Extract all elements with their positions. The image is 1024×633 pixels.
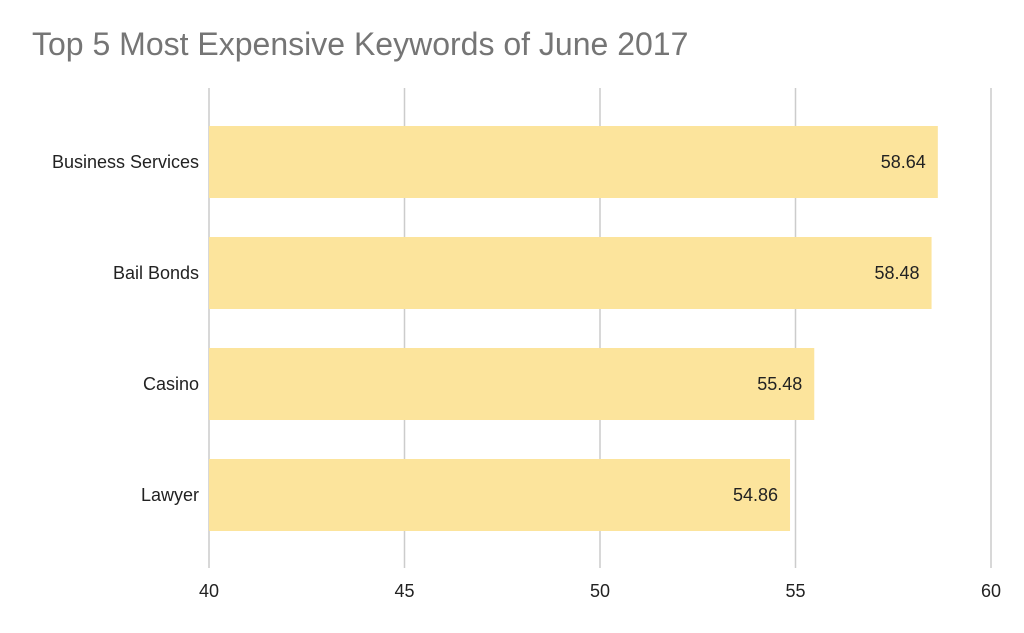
data-label: 58.64 xyxy=(881,152,926,172)
data-label: 55.48 xyxy=(757,374,802,394)
x-tick-label-55: 55 xyxy=(785,581,805,601)
bar-casino xyxy=(209,348,815,420)
bar-lawyer xyxy=(209,459,791,531)
x-tick-label-40: 40 xyxy=(199,581,219,601)
chart-title: Top 5 Most Expensive Keywords of June 20… xyxy=(32,26,689,62)
data-labels: 58.64 58.48 55.48 54.86 xyxy=(733,152,926,505)
bar-business-services xyxy=(209,126,938,198)
category-label: Business Services xyxy=(52,152,199,172)
bar-bail-bonds xyxy=(209,237,932,309)
x-tick-label-45: 45 xyxy=(394,581,414,601)
data-label: 54.86 xyxy=(733,485,778,505)
x-tick-label-50: 50 xyxy=(590,581,610,601)
category-label: Lawyer xyxy=(141,485,199,505)
category-label: Casino xyxy=(143,374,199,394)
category-label: Bail Bonds xyxy=(113,263,199,283)
data-label: 58.48 xyxy=(875,263,920,283)
bars xyxy=(209,126,938,531)
x-axis-tick-labels: 40 45 50 55 60 xyxy=(199,581,1001,601)
x-tick-label-60: 60 xyxy=(981,581,1001,601)
category-labels: Business Services Bail Bonds Casino Lawyer xyxy=(52,152,199,505)
